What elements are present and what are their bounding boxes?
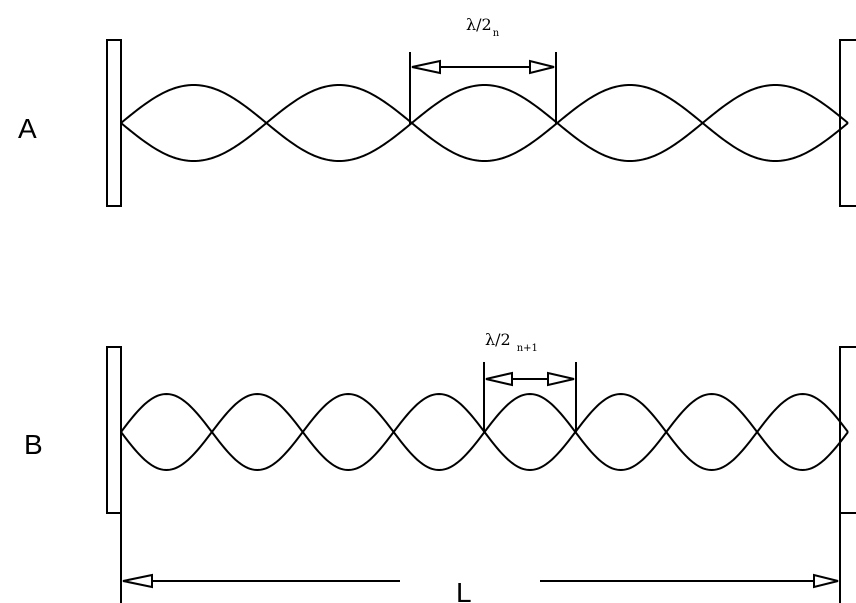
panel-a-wave-lower-envelope	[120, 83, 849, 163]
panel-a-wavelength-main: λ/2	[466, 15, 492, 34]
panel-b-wavelength-subscript: n+1	[517, 343, 538, 354]
panel-b-marker-left-arrowhead	[485, 371, 513, 387]
panel-b-marker-right-arrowhead	[547, 371, 575, 387]
panel-a-wavelength-subscript: n	[493, 28, 500, 39]
panel-b-wavelength-main: λ/2	[485, 330, 511, 349]
panel-b-right-mirror	[839, 346, 856, 514]
panel-a-wavelength-label: λ/2n	[466, 15, 500, 39]
panel-a-wave-upper-envelope	[120, 83, 849, 163]
cavity-length-marker: L	[120, 513, 841, 603]
panel-a: A λ/2n	[18, 15, 856, 207]
panel-a-marker-right-arrowhead	[529, 59, 555, 75]
cavity-left-arrowhead	[122, 573, 153, 589]
panel-b: B λ/2 n+1	[24, 330, 856, 514]
panel-b-label: B	[24, 429, 43, 460]
panel-b-left-mirror	[106, 346, 122, 514]
panel-b-wavelength-label: λ/2 n+1	[485, 330, 538, 354]
cavity-length-label: L	[456, 577, 472, 603]
cavity-right-arrowhead	[813, 573, 839, 589]
panel-a-marker-left-arrowhead	[411, 59, 441, 75]
panel-a-half-wavelength-marker: λ/2n	[409, 15, 557, 124]
panel-a-left-mirror	[106, 39, 122, 207]
panel-a-label: A	[18, 113, 37, 144]
panel-b-half-wavelength-marker: λ/2 n+1	[483, 330, 577, 432]
panel-a-standing-wave	[120, 83, 849, 163]
